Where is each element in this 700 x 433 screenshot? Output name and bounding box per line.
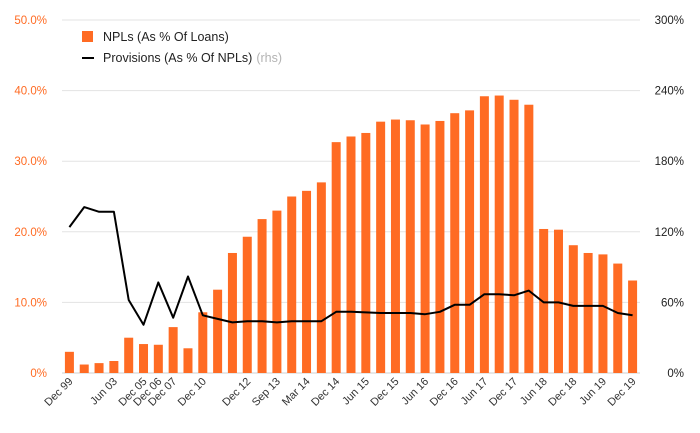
npl-bar	[331, 142, 341, 373]
npl-bar	[109, 360, 119, 373]
npl-bar	[183, 348, 193, 373]
legend: NPLs (As % Of Loans) Provisions (As % Of…	[82, 26, 282, 68]
legend-label-provisions: Provisions (As % Of NPLs)	[103, 50, 253, 65]
npl-bar	[568, 245, 578, 373]
npl-bar	[94, 363, 104, 373]
npl-bar	[227, 252, 237, 373]
left-y-tick-label: 0%	[30, 368, 47, 380]
npl-bar	[465, 110, 475, 374]
npl-bar	[628, 280, 638, 373]
left-y-tick-label: 10.0%	[14, 297, 47, 309]
provisions-series-line	[68, 206, 633, 326]
x-tick-label: Jun 03	[88, 376, 120, 408]
legend-label-npls: NPLs (As % Of Loans)	[103, 29, 229, 44]
npl-bar	[420, 124, 430, 373]
npl-bar	[124, 337, 134, 373]
left-y-tick-label: 50.0%	[14, 15, 47, 27]
npl-bar	[450, 113, 460, 373]
npl-bar	[435, 120, 445, 373]
npl-bar	[79, 364, 89, 373]
left-y-axis: 0% 10.0% 20.0% 30.0% 40.0% 50.0%	[14, 15, 47, 380]
x-tick-label: Dec 12	[220, 376, 253, 409]
right-y-tick-label: 180%	[655, 156, 684, 168]
npl-bar	[168, 327, 178, 373]
legend-swatch-bar	[82, 31, 93, 42]
left-y-tick-label: 20.0%	[14, 227, 47, 239]
left-y-tick-label: 30.0%	[14, 156, 47, 168]
right-y-tick-label: 60%	[661, 297, 684, 309]
npl-bar	[405, 120, 415, 373]
x-tick-label: Sep 13	[250, 376, 283, 409]
right-y-tick-label: 240%	[655, 86, 684, 98]
x-tick-label: Dec 14	[309, 376, 342, 409]
npl-bar	[583, 252, 593, 373]
npl-bar	[346, 136, 356, 373]
right-y-axis: 0% 60% 120% 180% 240% 300%	[655, 15, 684, 380]
x-tick-label: Dec 18	[546, 376, 579, 409]
npl-bar	[139, 344, 149, 373]
npl-bar	[553, 229, 563, 373]
x-tick-label: Dec 15	[368, 376, 401, 409]
npl-bar	[390, 119, 400, 374]
x-tick-label: Dec 16	[428, 376, 461, 409]
x-tick-label: Jun 17	[459, 376, 491, 408]
right-y-tick-label: 0%	[667, 368, 684, 380]
npl-bar	[361, 132, 371, 373]
x-tick-label: Dec 19	[606, 376, 639, 409]
x-tick-label: Dec 17	[487, 376, 520, 409]
legend-item-provisions: Provisions (As % Of NPLs) (rhs)	[82, 47, 282, 68]
npl-bar	[213, 289, 223, 373]
x-tick-label: Jun 16	[399, 376, 431, 408]
npl-bar	[302, 190, 312, 373]
left-y-tick-label: 40.0%	[14, 86, 47, 98]
npl-bar	[376, 121, 386, 373]
x-tick-label: Dec 10	[176, 376, 209, 409]
npl-bar	[598, 254, 608, 373]
right-y-tick-label: 300%	[655, 15, 684, 27]
npl-bar	[257, 219, 267, 373]
npl-bar	[198, 312, 208, 373]
npl-bar	[494, 95, 504, 374]
npl-bar	[509, 99, 519, 373]
npl-bar	[613, 263, 623, 373]
npl-bar	[316, 182, 326, 373]
npl-bar	[479, 96, 489, 374]
npl-bar	[64, 351, 74, 373]
x-tick-label: Dec 99	[42, 376, 75, 409]
npl-bar	[287, 196, 297, 373]
legend-item-npls: NPLs (As % Of Loans)	[82, 26, 282, 47]
npl-bar	[539, 228, 549, 373]
npl-bar	[153, 344, 163, 373]
x-tick-label: Mar 14	[280, 376, 313, 409]
provisions-line	[68, 206, 633, 326]
right-y-tick-label: 120%	[655, 227, 684, 239]
npl-bar	[524, 104, 534, 373]
x-tick-label: Jun 15	[340, 376, 372, 408]
npl-bars	[64, 95, 638, 374]
npl-bar	[242, 236, 252, 373]
legend-swatch-line	[82, 56, 94, 59]
legend-rhs-note: (rhs)	[256, 50, 283, 65]
x-tick-label: Jun 18	[518, 376, 550, 408]
x-tick-label: Jun 19	[577, 376, 609, 408]
npl-bar	[272, 210, 282, 373]
